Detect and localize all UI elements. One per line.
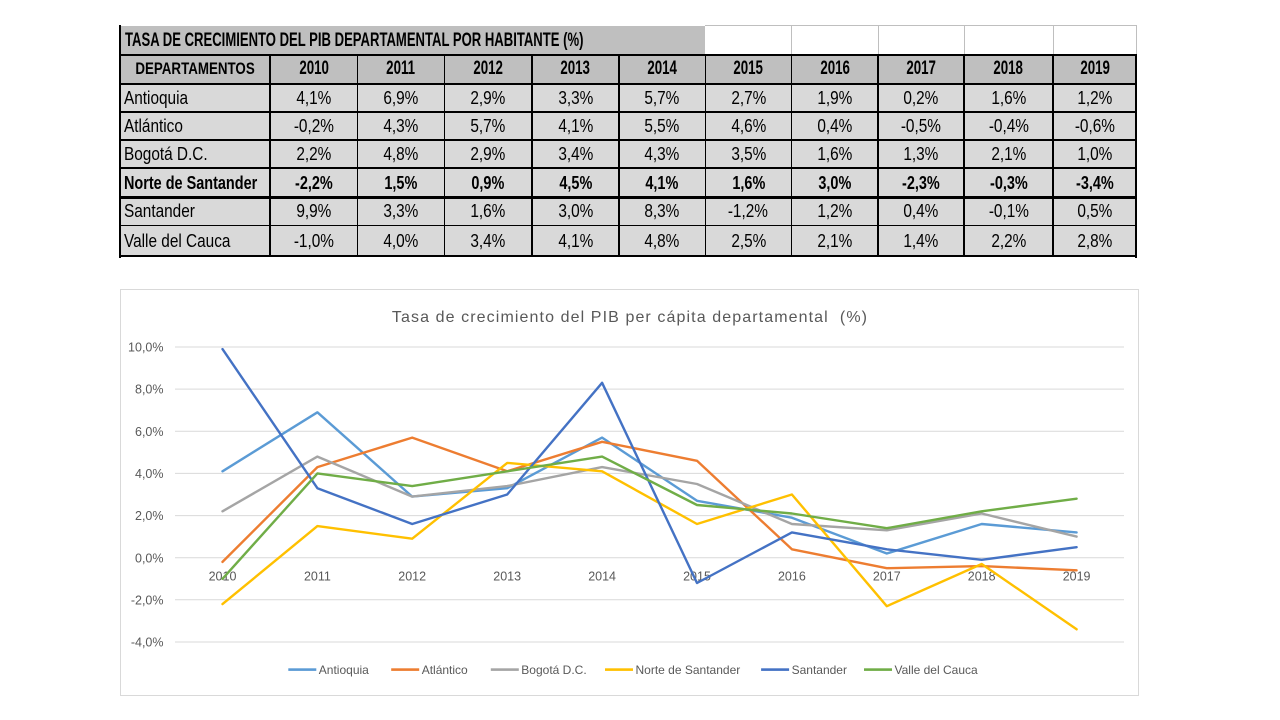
svg-text:8,0%: 8,0% — [135, 383, 164, 397]
svg-text:4,0%: 4,0% — [135, 467, 164, 481]
svg-text:-2,0%: -2,0% — [131, 593, 164, 607]
svg-text:Norte de Santander: Norte de Santander — [636, 663, 741, 677]
svg-text:10,0%: 10,0% — [128, 341, 163, 355]
svg-text:2014: 2014 — [588, 569, 616, 583]
svg-text:2019: 2019 — [1063, 569, 1091, 583]
svg-text:2010: 2010 — [209, 569, 237, 583]
svg-text:Valle del Cauca: Valle del Cauca — [895, 663, 978, 677]
svg-text:2,0%: 2,0% — [135, 509, 164, 523]
svg-text:-4,0%: -4,0% — [131, 636, 164, 650]
svg-text:2018: 2018 — [968, 569, 996, 583]
svg-text:Bogotá D.C.: Bogotá D.C. — [521, 663, 586, 677]
svg-text:0,0%: 0,0% — [135, 551, 164, 565]
svg-text:Tasa de crecimiento del PIB pe: Tasa de crecimiento del PIB per cápita d… — [392, 309, 868, 326]
svg-text:6,0%: 6,0% — [135, 425, 164, 439]
svg-text:Santander: Santander — [792, 663, 847, 677]
svg-text:Atlántico: Atlántico — [422, 663, 468, 677]
svg-text:2016: 2016 — [778, 569, 806, 583]
svg-text:2017: 2017 — [873, 569, 901, 583]
svg-text:2012: 2012 — [398, 569, 426, 583]
svg-text:Antioquia: Antioquia — [319, 663, 369, 677]
svg-text:2013: 2013 — [493, 569, 521, 583]
svg-text:2011: 2011 — [304, 569, 331, 583]
